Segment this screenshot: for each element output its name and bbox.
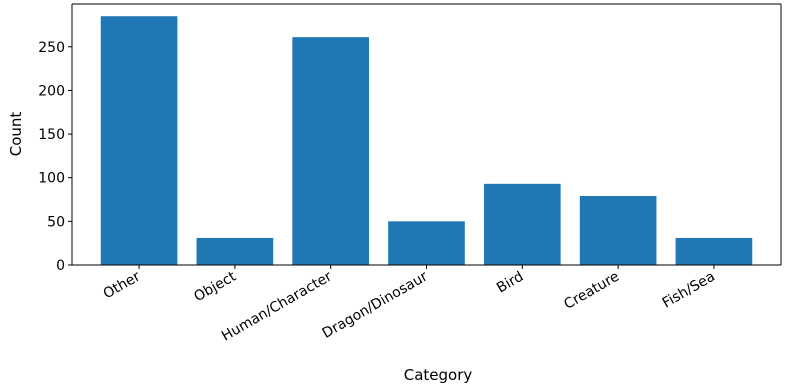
- bar-other: [100, 16, 178, 266]
- y-tick-label: 50: [47, 214, 65, 230]
- bar-creature: [579, 196, 657, 265]
- y-axis-title: Count: [7, 112, 25, 157]
- x-tick-label: Dragon/Dinosaur: [320, 268, 431, 341]
- x-tick-label: Fish/Sea: [660, 269, 718, 312]
- bar-human-character: [292, 37, 370, 266]
- bar-bird: [483, 183, 561, 265]
- x-axis-ticks: Other ObjectHuman/CharacterDragon/Dinosau…: [101, 265, 718, 345]
- x-tick-label: Object: [191, 268, 239, 305]
- bar-dragon-dinosaur: [388, 221, 465, 265]
- x-tick-label: Other: [101, 268, 144, 302]
- y-axis-ticks: 0 50 100 150 200 250: [38, 40, 72, 274]
- x-axis-title: Category: [404, 366, 473, 384]
- y-tick-label: 0: [56, 258, 65, 274]
- bars-group: [100, 16, 753, 266]
- bar-object: [196, 237, 274, 265]
- x-tick-label: Creature: [561, 269, 622, 313]
- y-tick-label: 200: [38, 83, 65, 99]
- bar-fish-sea: [675, 237, 753, 265]
- y-tick-label: 150: [38, 127, 65, 143]
- y-tick-label: 100: [38, 171, 65, 187]
- x-tick-label: Bird: [494, 269, 526, 297]
- y-tick-label: 250: [38, 40, 65, 56]
